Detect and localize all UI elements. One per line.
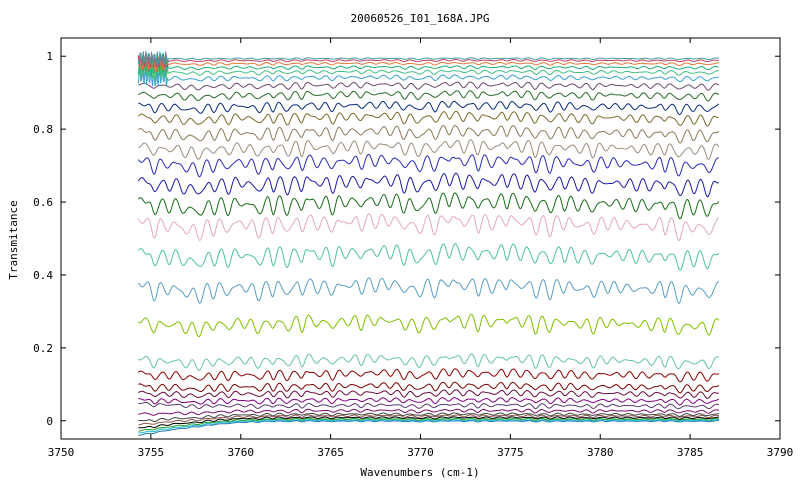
x-axis-label: Wavenumbers (cm-1) [360, 466, 479, 479]
series-line [137, 59, 719, 76]
x-tick-label: 3770 [407, 446, 434, 459]
y-tick-label: 1 [46, 50, 53, 63]
series-line [138, 353, 720, 371]
series-line [138, 313, 720, 338]
series-line [137, 192, 720, 220]
x-tick-label: 3790 [767, 446, 794, 459]
series-line [138, 401, 720, 410]
series-line [138, 412, 719, 423]
y-tick-label: 0.6 [33, 196, 53, 209]
series-line [138, 90, 720, 102]
axes-layer: 3750 3755 3760 3765 3770 3775 3780 3785 3790 0 0.2… [33, 38, 793, 459]
x-tick-label: 3775 [497, 446, 524, 459]
series-line [137, 52, 719, 68]
series-line [138, 81, 720, 91]
y-tick-label: 0.4 [33, 269, 53, 282]
x-tick-label: 3760 [228, 446, 255, 459]
series-line [138, 381, 720, 394]
series-line [138, 417, 719, 432]
x-tick-label: 3780 [587, 446, 614, 459]
series-line [137, 110, 719, 127]
series-line [138, 397, 720, 406]
series-line [137, 277, 720, 305]
y-tick-label: 0.2 [33, 342, 53, 355]
series-line [138, 420, 719, 436]
series-line [137, 63, 719, 82]
series-line [138, 419, 719, 434]
y-tick-label: 0 [46, 415, 53, 428]
series-line [138, 389, 719, 399]
series-line [137, 243, 720, 271]
y-axis-label: Transmitance [7, 200, 20, 279]
series-line [138, 416, 719, 429]
x-tick-label: 3750 [48, 446, 75, 459]
series-line [137, 55, 719, 72]
chart-title: 20060526_I01_168A.JPG [350, 12, 489, 25]
series-line [138, 139, 720, 160]
y-tick-label: 0.8 [33, 123, 53, 136]
series-line [138, 100, 720, 116]
x-tick-label: 3785 [677, 446, 704, 459]
series-line [137, 124, 720, 144]
x-tick-label: 3755 [138, 446, 165, 459]
series-line [137, 153, 720, 178]
x-tick-label: 3765 [317, 446, 344, 459]
series-line [137, 50, 719, 67]
series-line [138, 414, 719, 426]
series-line [137, 368, 720, 383]
series-line [138, 408, 719, 416]
series-layer [137, 50, 720, 436]
series-line [137, 172, 720, 198]
series-line [137, 69, 720, 87]
series-line [137, 213, 720, 242]
plot-frame [60, 37, 781, 440]
